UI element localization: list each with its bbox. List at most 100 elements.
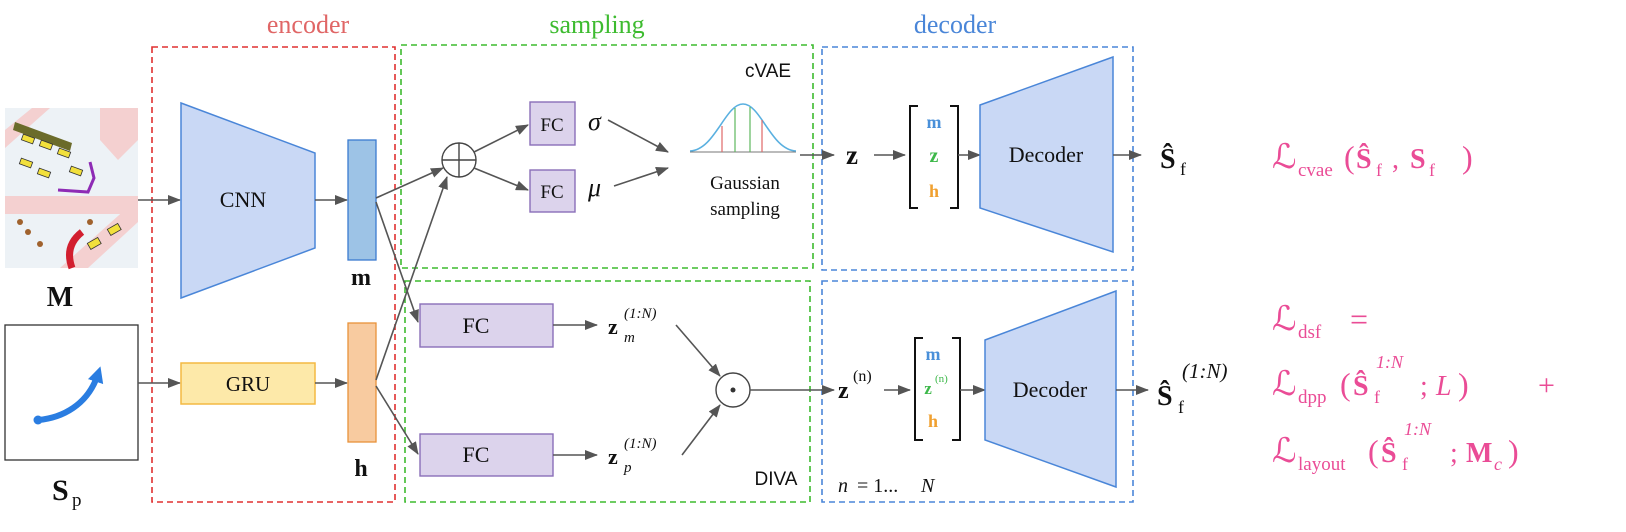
- loss-dpp-semi: ;: [1420, 371, 1428, 402]
- vector-top-h: h: [929, 181, 939, 201]
- loss-layout-pred-superscript: 1:N: [1404, 419, 1432, 439]
- fc-mu-label: FC: [540, 182, 563, 203]
- loss-cvae-open: (: [1344, 139, 1355, 175]
- loss-cvae-target: S: [1410, 144, 1426, 175]
- concat-node: [441, 142, 477, 178]
- fc-m-label: FC: [463, 313, 490, 338]
- concat-vector-top: [909, 105, 959, 209]
- gaussian-label-line2: sampling: [710, 199, 780, 220]
- decoder-bottom-label: Decoder: [1013, 377, 1088, 402]
- z-n-superscript: (n): [853, 368, 872, 385]
- diva-box: [404, 280, 811, 503]
- fc-mu-block: [529, 169, 576, 213]
- loss-layout-pred-subscript: f: [1402, 454, 1408, 474]
- loss-cvae-subscript: cvae: [1298, 160, 1333, 181]
- decoder-section-label: decoder: [914, 10, 997, 39]
- map-label: M: [47, 282, 73, 313]
- loss-layout-arg-subscript: c: [1494, 454, 1502, 474]
- sampling-section-label: sampling: [549, 10, 644, 39]
- vector-top-z: z: [930, 145, 939, 167]
- diva-tag: DIVA: [755, 469, 798, 490]
- loss-layout-close: ): [1508, 433, 1519, 469]
- loss-cvae-pred-subscript: f: [1376, 160, 1382, 180]
- loss-dpp-subscript: dpp: [1298, 387, 1327, 408]
- trajectory-box: [4, 324, 139, 461]
- loss-dpp-pred-subscript: f: [1374, 387, 1380, 407]
- gru-label: GRU: [226, 372, 270, 396]
- fc-m-block: [419, 303, 554, 348]
- cvae-tag: cVAE: [745, 61, 791, 82]
- edge-zm-to-product: [675, 324, 721, 377]
- trajectory-icon: [33, 366, 104, 425]
- loss-cvae-close: ): [1462, 139, 1473, 175]
- fc-sigma-block: [529, 101, 576, 146]
- cnn-label: CNN: [220, 187, 267, 212]
- m-label: m: [351, 265, 371, 291]
- decoder-top-block: [979, 55, 1114, 254]
- edge-sigma-to-gaussian: [607, 119, 669, 153]
- cvae-box: [400, 44, 814, 269]
- loss-dsf-symbol: ℒ: [1272, 299, 1297, 339]
- loss-cvae: ℒ cvae ( Ŝ f , S f ): [1272, 137, 1473, 181]
- sample-range-end: N: [920, 475, 936, 497]
- loss-layout-pred: Ŝ: [1381, 438, 1397, 469]
- z-latent: z: [846, 140, 858, 170]
- loss-layout-arg: M: [1466, 438, 1492, 469]
- edge-mu-to-gaussian: [613, 167, 669, 187]
- gaussian-curve-icon: [689, 103, 797, 153]
- loss-layout-symbol: ℒ: [1272, 431, 1297, 471]
- decoder-bottom-block: [984, 289, 1117, 489]
- loss-dpp-pred: Ŝ: [1353, 371, 1369, 402]
- fc-p-block: [419, 433, 554, 477]
- h-feature-bar: [347, 322, 377, 443]
- loss-dpp-close: ): [1458, 366, 1469, 402]
- vector-bottom-m: m: [926, 344, 941, 364]
- loss-cvae-target-subscript: f: [1429, 160, 1435, 180]
- concat-vector-bottom: [914, 337, 961, 441]
- trajectory-label-subscript: p: [72, 490, 82, 511]
- loss-layout-semi: ;: [1450, 438, 1458, 469]
- vector-bottom-z: z: [924, 379, 932, 398]
- output-top: Ŝ: [1160, 144, 1176, 175]
- loss-layout-subscript: layout: [1298, 454, 1346, 475]
- z-m-superscript: (1:N): [624, 306, 657, 322]
- output-bottom-subscript: f: [1178, 397, 1184, 417]
- loss-cvae-pred: Ŝ: [1356, 144, 1372, 175]
- loss-dpp-open: (: [1340, 366, 1351, 402]
- output-top-subscript: f: [1180, 159, 1186, 179]
- encoder-box: [151, 46, 396, 503]
- gru-block: [180, 362, 316, 405]
- map-image: [5, 108, 138, 270]
- loss-cvae-symbol: ℒ: [1272, 137, 1297, 177]
- edge-zp-to-product: [681, 404, 721, 456]
- loss-dpp-arg: L: [1435, 371, 1452, 402]
- z-m-subscript: m: [624, 330, 635, 346]
- z-n: z: [838, 378, 849, 404]
- z-p-subscript: p: [623, 460, 632, 476]
- loss-layout: ℒ layout ( Ŝ 1:N f ; M c ): [1272, 419, 1519, 475]
- elementwise-product-node: [715, 372, 751, 408]
- loss-dsf: ℒ dsf =: [1272, 299, 1368, 343]
- edge-h-to-fc-p: [375, 385, 419, 455]
- edge-m-to-concat: [375, 167, 444, 199]
- sample-range-eq: = 1...: [857, 475, 898, 497]
- z-p: z: [608, 444, 618, 469]
- loss-dsf-subscript: dsf: [1298, 322, 1322, 343]
- loss-dpp-pred-superscript: 1:N: [1376, 352, 1404, 372]
- edge-concat-to-fc-sigma: [473, 124, 529, 153]
- fc-sigma-label: FC: [540, 115, 563, 136]
- edge-concat-to-fc-mu: [473, 167, 529, 191]
- encoder-section-label: encoder: [267, 10, 350, 39]
- loss-dpp-symbol: ℒ: [1272, 364, 1297, 404]
- m-feature-bar: [347, 139, 377, 261]
- h-label: h: [354, 456, 367, 482]
- sigma-symbol: σ: [588, 107, 602, 136]
- mu-symbol: μ: [587, 173, 601, 202]
- loss-dpp: ℒ dpp ( Ŝ 1:N f ; L ) +: [1272, 352, 1555, 408]
- vector-top-m: m: [927, 112, 942, 132]
- gaussian-label-line1: Gaussian: [710, 173, 780, 194]
- vector-bottom-h: h: [928, 411, 938, 431]
- loss-dsf-eq: =: [1350, 301, 1368, 337]
- edge-m-to-fc-m: [375, 201, 419, 323]
